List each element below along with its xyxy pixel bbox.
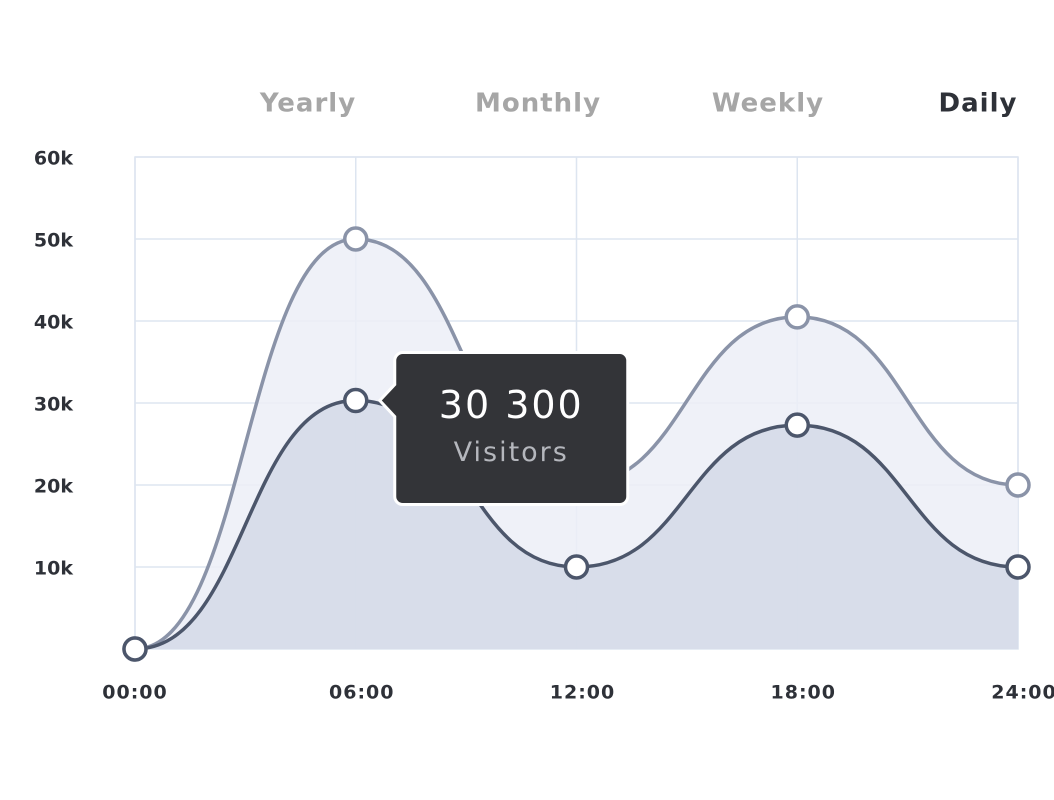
tab[interactable]: Monthly: [475, 89, 601, 119]
x-tick-label: 00:00: [102, 682, 167, 704]
areas: [122, 226, 1031, 662]
y-tick-label: 60k: [34, 148, 73, 170]
point: [343, 226, 369, 252]
tab[interactable]: Weekly: [712, 89, 824, 119]
y-tick-label: 20k: [34, 476, 73, 498]
tooltip: 30 300 Visitors: [377, 351, 630, 507]
x-tick-label: 12:00: [550, 682, 615, 704]
point: [784, 412, 810, 438]
y-tick-label: 50k: [34, 230, 73, 252]
area-fill: [135, 400, 1018, 649]
point: [343, 387, 369, 414]
y-tick-label: 10k: [34, 558, 73, 580]
tooltip-caption: Visitors: [454, 437, 569, 468]
x-tick-label: 24:00: [991, 682, 1054, 704]
point: [122, 636, 148, 662]
point: [1005, 554, 1031, 580]
x-tick-label: 06:00: [329, 682, 394, 704]
tab[interactable]: Daily: [939, 89, 1018, 119]
y-tick-label: 30k: [34, 394, 73, 416]
tooltip-box: [377, 351, 630, 507]
x-tick-label: 18:00: [771, 682, 836, 704]
tooltip-value: 30 300: [439, 383, 584, 427]
point: [1005, 472, 1031, 498]
tab[interactable]: Yearly: [259, 89, 356, 119]
y-tick-label: 40k: [34, 312, 73, 334]
point: [784, 304, 810, 330]
point: [563, 554, 590, 580]
